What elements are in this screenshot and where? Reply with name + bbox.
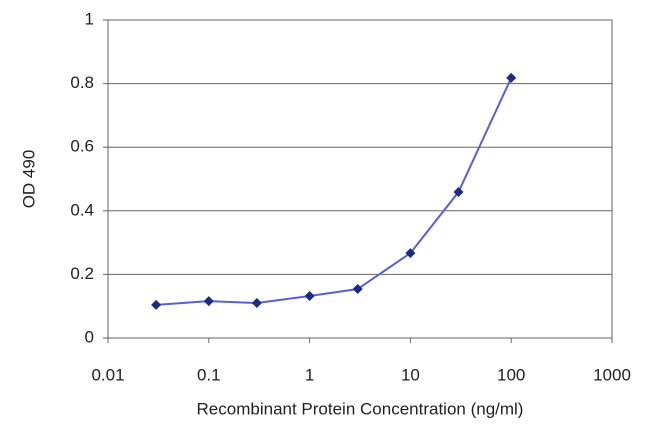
data-point: [405, 248, 416, 259]
plot-frame: [107, 19, 613, 339]
y-axis-label: OD 490: [19, 150, 38, 209]
y-tick-label: 0.4: [70, 200, 94, 219]
data-point: [506, 72, 517, 83]
y-tick-label: 0.2: [70, 264, 94, 283]
data-point: [304, 291, 315, 302]
data-point: [352, 284, 363, 295]
x-tick-label: 100: [497, 365, 525, 384]
data-point: [251, 298, 262, 309]
y-tick-label: 0.6: [70, 137, 94, 156]
x-tick-label: 1000: [593, 365, 631, 384]
data-point: [453, 187, 464, 198]
x-tick-label: 10: [401, 365, 420, 384]
x-tick-label: 1: [305, 365, 314, 384]
y-tick-label: 0.8: [70, 73, 94, 92]
data-point: [151, 299, 162, 310]
y-tick-label: 0: [85, 327, 94, 346]
x-tick-label: 0.1: [197, 365, 221, 384]
x-axis-label: Recombinant Protein Concentration (ng/ml…: [197, 399, 524, 418]
y-tick-label: 1: [85, 9, 94, 28]
series-line: [156, 77, 513, 306]
data-point: [203, 296, 214, 307]
x-tick-label: 0.01: [91, 365, 124, 384]
